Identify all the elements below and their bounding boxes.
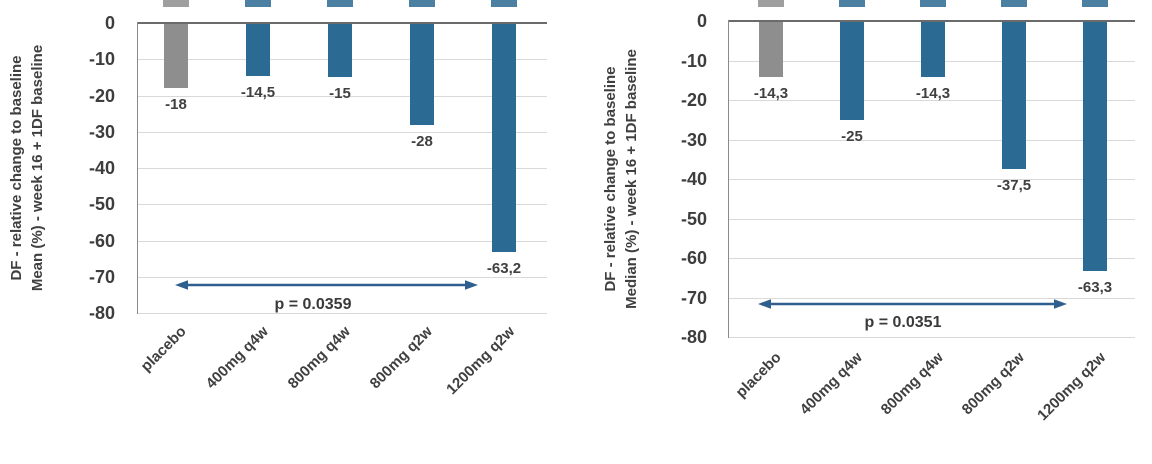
- y-axis-title-line: Median (%) - week 16 + 1DF baseline: [623, 49, 640, 309]
- gridline: [137, 168, 547, 169]
- y-tick-label: -50: [88, 194, 115, 214]
- gridline: [137, 277, 547, 278]
- cropped-bar-fragment: [163, 0, 189, 7]
- bar-1200mg q2w: [1083, 21, 1107, 271]
- y-tick-label: -40: [88, 158, 115, 178]
- cropped-bar-fragment: [920, 0, 946, 7]
- gridline: [728, 140, 1135, 141]
- y-tick-label: -70: [88, 267, 115, 287]
- category-label-placebo: placebo: [732, 349, 786, 402]
- y-tick-label: -40: [680, 169, 707, 189]
- y-tick-label: -50: [680, 209, 707, 229]
- bar-800mg q2w: [410, 23, 434, 125]
- p-value-arrow-mean: [175, 280, 478, 290]
- y-axis-title-line: Mean (%) - week 16 + 1DF baseline: [29, 44, 46, 292]
- y-axis-title-line: DF - relative change to baseline: [602, 66, 619, 292]
- category-label-800mg q2w: 800mg q2w: [366, 323, 437, 393]
- y-tick-label: -10: [88, 49, 115, 69]
- y-axis-title-line: DF - relative change to baseline: [8, 55, 25, 281]
- p-value-arrow-median: [758, 299, 1067, 309]
- bar-value-label: -14,3: [915, 85, 951, 102]
- cropped-bar-fragment: [1001, 0, 1027, 7]
- bar-placebo: [164, 23, 188, 88]
- gridline: [728, 337, 1135, 338]
- bar-value-label: -28: [411, 133, 433, 150]
- cropped-bar-fragment: [245, 0, 271, 7]
- category-label-1200mg q2w: 1200mg q2w: [442, 323, 519, 399]
- bar-value-label: -63,2: [486, 260, 522, 277]
- bar-value-label: -63,3: [1077, 279, 1113, 296]
- category-label-800mg q2w: 800mg q2w: [958, 349, 1029, 419]
- bar-800mg q4w: [328, 23, 352, 77]
- bar-value-label: -18: [165, 96, 187, 113]
- category-label-800mg q4w: 800mg q4w: [284, 323, 355, 393]
- y-tick-label: -60: [88, 231, 115, 251]
- x-axis-line: [137, 22, 547, 24]
- cropped-bar-fragment: [758, 0, 784, 7]
- category-label-400mg q4w: 400mg q4w: [202, 323, 273, 393]
- bar-value-label: -25: [841, 128, 863, 145]
- y-tick-label: -80: [88, 303, 115, 323]
- cropped-bar-fragment: [409, 0, 435, 7]
- y-tick-label: -20: [88, 86, 115, 106]
- gridline: [137, 204, 547, 205]
- bar-value-label: -14,5: [240, 84, 276, 101]
- y-axis-title-text: DF - relative change to baseline Median (…: [600, 9, 644, 349]
- y-tick-label: -70: [680, 288, 707, 308]
- bar-value-label: -14,3: [753, 85, 789, 102]
- bar-800mg q4w: [921, 21, 945, 77]
- y-tick-label: -30: [680, 130, 707, 150]
- bar-value-label: -15: [329, 85, 351, 102]
- gridline: [728, 100, 1135, 101]
- y-tick-label: -60: [680, 248, 707, 268]
- p-value-label-median: p = 0.0351: [864, 314, 942, 331]
- y-tick-label: 0: [104, 13, 115, 33]
- gridline: [728, 258, 1135, 259]
- y-tick-label: -80: [680, 327, 707, 347]
- gridline: [728, 219, 1135, 220]
- y-tick-label: -30: [88, 122, 115, 142]
- gridline: [728, 298, 1135, 299]
- category-label-800mg q4w: 800mg q4w: [877, 349, 948, 419]
- bar-value-label: -37,5: [996, 177, 1032, 194]
- cropped-bar-fragment: [327, 0, 353, 7]
- category-label-placebo: placebo: [137, 323, 191, 376]
- y-axis-line: [728, 20, 729, 338]
- y-axis-title-text: DF - relative change to baseline Mean (%)…: [6, 0, 50, 338]
- gridline: [137, 313, 547, 314]
- y-tick-label: -10: [680, 51, 707, 71]
- bar-400mg q4w: [246, 23, 270, 76]
- bar-1200mg q2w: [492, 23, 516, 252]
- bar-800mg q2w: [1002, 21, 1026, 169]
- gridline: [137, 132, 547, 133]
- cropped-bar-fragment: [491, 0, 517, 7]
- cropped-bar-fragment: [1082, 0, 1108, 7]
- bar-placebo: [759, 21, 783, 77]
- cropped-bar-fragment: [839, 0, 865, 7]
- y-axis-line: [137, 22, 138, 314]
- category-label-1200mg q2w: 1200mg q2w: [1033, 349, 1110, 425]
- gridline: [137, 96, 547, 97]
- gridline: [137, 241, 547, 242]
- y-tick-label: 0: [696, 11, 707, 31]
- category-label-400mg q4w: 400mg q4w: [796, 349, 867, 419]
- bar-400mg q4w: [840, 21, 864, 120]
- gridline: [728, 179, 1135, 180]
- y-tick-label: -20: [680, 90, 707, 110]
- x-axis-line: [728, 20, 1135, 22]
- p-value-label-mean: p = 0.0359: [274, 296, 352, 313]
